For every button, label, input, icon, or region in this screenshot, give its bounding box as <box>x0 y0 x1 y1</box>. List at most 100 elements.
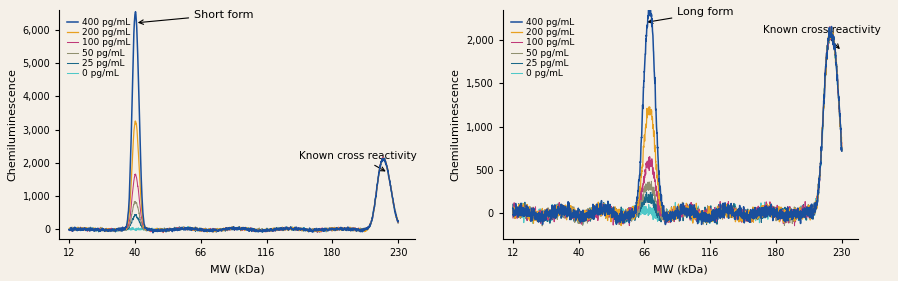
25 pg/mL <box>836 148 847 151</box>
200 pg/mL <box>202 230 213 234</box>
0 pg/mL <box>392 221 403 224</box>
100 pg/mL <box>64 228 75 232</box>
0 pg/mL <box>386 192 397 196</box>
0 pg/mL <box>611 223 621 226</box>
200 pg/mL <box>616 224 627 227</box>
25 pg/mL <box>101 228 112 232</box>
400 pg/mL <box>121 226 132 229</box>
25 pg/mL <box>825 28 836 32</box>
Line: 100 pg/mL: 100 pg/mL <box>513 26 841 226</box>
Line: 0 pg/mL: 0 pg/mL <box>69 158 398 232</box>
200 pg/mL <box>392 220 403 223</box>
Line: 400 pg/mL: 400 pg/mL <box>69 12 398 233</box>
100 pg/mL <box>789 224 800 227</box>
25 pg/mL <box>507 214 518 217</box>
200 pg/mL <box>825 27 836 30</box>
25 pg/mL <box>379 157 390 160</box>
400 pg/mL <box>351 227 362 231</box>
50 pg/mL <box>634 209 645 212</box>
200 pg/mL <box>130 119 141 123</box>
Legend: 400 pg/mL, 200 pg/mL, 100 pg/mL, 50 pg/mL, 25 pg/mL, 0 pg/mL: 400 pg/mL, 200 pg/mL, 100 pg/mL, 50 pg/m… <box>507 14 577 82</box>
Y-axis label: Chemiluminescence: Chemiluminescence <box>7 68 17 181</box>
400 pg/mL <box>386 192 397 196</box>
Text: Known cross reactivity: Known cross reactivity <box>299 151 418 171</box>
25 pg/mL <box>386 192 397 195</box>
400 pg/mL <box>190 226 201 229</box>
Text: Known cross reactivity: Known cross reactivity <box>762 25 881 48</box>
50 pg/mL <box>507 214 518 218</box>
0 pg/mL <box>825 27 836 31</box>
100 pg/mL <box>378 155 389 158</box>
100 pg/mL <box>836 145 847 148</box>
400 pg/mL <box>101 228 112 232</box>
50 pg/mL <box>121 227 132 230</box>
0 pg/mL <box>189 228 200 231</box>
100 pg/mL <box>826 25 837 28</box>
25 pg/mL <box>121 228 132 231</box>
200 pg/mL <box>795 212 806 216</box>
0 pg/mL <box>545 214 556 217</box>
50 pg/mL <box>351 228 362 232</box>
200 pg/mL <box>830 61 841 65</box>
25 pg/mL <box>701 223 712 226</box>
Line: 0 pg/mL: 0 pg/mL <box>513 29 841 224</box>
100 pg/mL <box>830 52 841 56</box>
200 pg/mL <box>634 197 645 200</box>
400 pg/mL <box>830 55 841 58</box>
100 pg/mL <box>545 213 556 217</box>
Line: 50 pg/mL: 50 pg/mL <box>69 158 398 232</box>
25 pg/mL <box>189 229 200 233</box>
50 pg/mL <box>545 211 556 215</box>
0 pg/mL <box>830 55 841 59</box>
400 pg/mL <box>645 3 656 7</box>
0 pg/mL <box>101 228 112 231</box>
50 pg/mL <box>648 189 659 192</box>
400 pg/mL <box>648 47 659 51</box>
25 pg/mL <box>351 230 362 233</box>
400 pg/mL <box>795 209 806 213</box>
400 pg/mL <box>147 231 158 234</box>
0 pg/mL <box>121 228 132 231</box>
400 pg/mL <box>392 220 403 223</box>
200 pg/mL <box>545 213 556 216</box>
0 pg/mL <box>648 211 659 214</box>
200 pg/mL <box>351 227 362 231</box>
400 pg/mL <box>545 213 556 216</box>
25 pg/mL <box>204 229 215 232</box>
50 pg/mL <box>204 229 215 232</box>
Line: 50 pg/mL: 50 pg/mL <box>513 29 841 226</box>
100 pg/mL <box>392 221 403 224</box>
0 pg/mL <box>204 230 215 233</box>
25 pg/mL <box>830 55 841 58</box>
200 pg/mL <box>507 207 518 211</box>
400 pg/mL <box>634 179 645 182</box>
Line: 200 pg/mL: 200 pg/mL <box>513 28 841 226</box>
50 pg/mL <box>64 228 75 231</box>
100 pg/mL <box>386 192 397 196</box>
200 pg/mL <box>386 191 397 195</box>
400 pg/mL <box>64 228 75 231</box>
Line: 200 pg/mL: 200 pg/mL <box>69 121 398 232</box>
100 pg/mL <box>647 171 658 174</box>
X-axis label: MW (kDa): MW (kDa) <box>209 264 264 274</box>
100 pg/mL <box>158 231 169 234</box>
50 pg/mL <box>189 227 200 230</box>
200 pg/mL <box>648 129 659 132</box>
200 pg/mL <box>121 228 132 231</box>
200 pg/mL <box>64 228 75 231</box>
100 pg/mL <box>565 213 576 216</box>
100 pg/mL <box>507 216 518 219</box>
Text: Long form: Long form <box>648 7 734 23</box>
25 pg/mL <box>634 204 645 207</box>
0 pg/mL <box>507 211 518 214</box>
400 pg/mL <box>660 223 671 226</box>
50 pg/mL <box>537 224 548 228</box>
50 pg/mL <box>386 193 397 196</box>
Y-axis label: Chemiluminescence: Chemiluminescence <box>451 68 461 181</box>
100 pg/mL <box>795 207 806 210</box>
100 pg/mL <box>634 202 645 205</box>
200 pg/mL <box>565 209 576 212</box>
400 pg/mL <box>836 149 847 153</box>
0 pg/mL <box>836 149 847 152</box>
50 pg/mL <box>392 222 403 225</box>
